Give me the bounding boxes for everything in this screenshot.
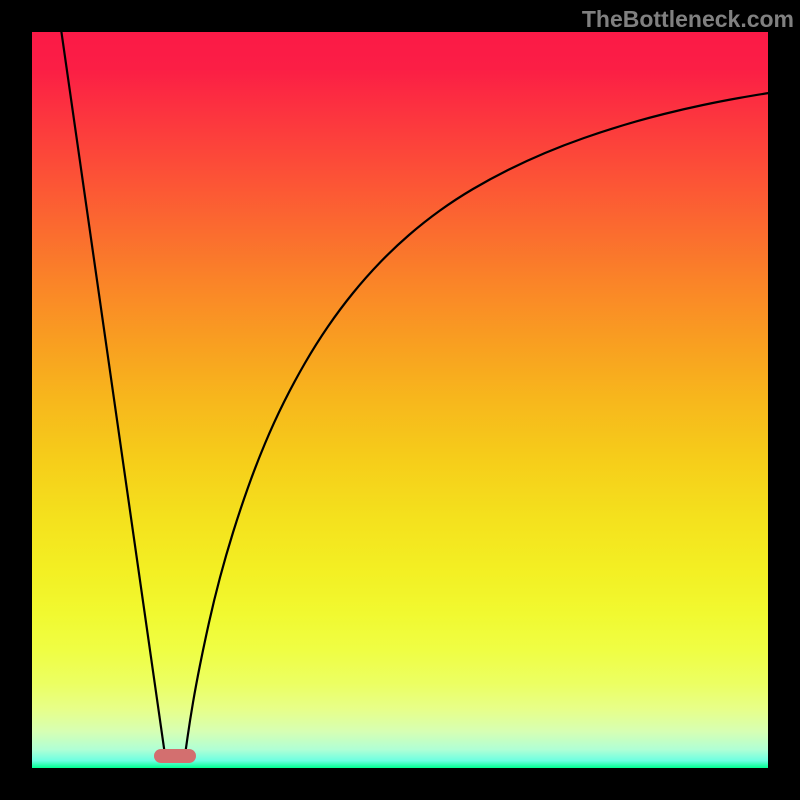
chart-container: TheBottleneck.com (0, 0, 800, 800)
bottleneck-marker (154, 749, 196, 763)
left-v-line (60, 22, 165, 755)
watermark-text: TheBottleneck.com (582, 6, 794, 33)
right-v-curve (185, 88, 800, 755)
curve-layer (0, 0, 800, 800)
